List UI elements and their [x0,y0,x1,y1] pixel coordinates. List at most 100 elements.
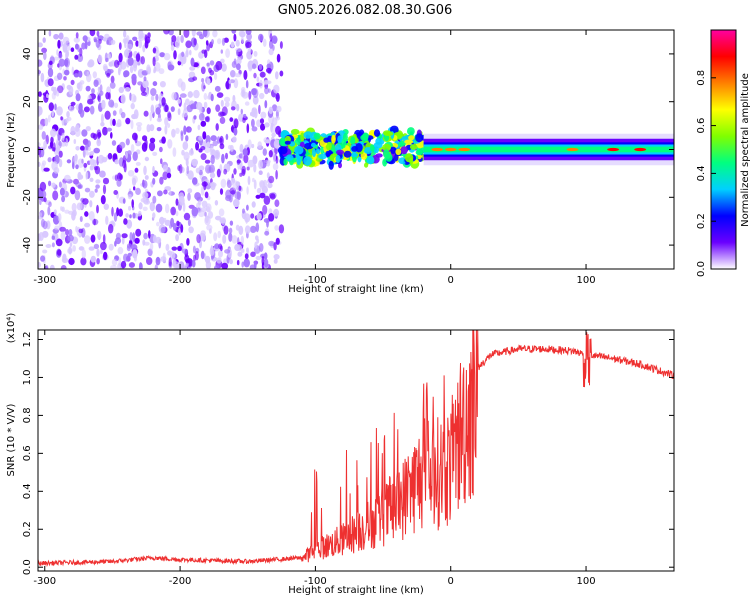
noise-blob [138,39,143,49]
noise-blob [203,101,208,109]
noise-blob [125,151,128,159]
noise-blob [112,110,117,116]
noise-blob [68,257,75,266]
noise-blob [234,73,242,78]
y-tick-label: 0.2 [22,521,33,537]
x-tick-label: 0 [448,576,454,587]
noise-blob [135,122,143,127]
noise-blob [233,33,237,42]
tone-peak [444,147,457,152]
noise-blob [128,205,132,211]
noise-blob [210,135,217,142]
noise-blob [251,118,255,128]
noise-blob [233,78,239,89]
noise-blob [159,146,163,153]
noise-blob [38,106,43,116]
signal-blob [383,149,390,159]
noise-blob [41,47,47,53]
noise-blob [110,132,113,139]
noise-blob [144,175,149,180]
noise-blob [258,243,264,252]
noise-blob [117,246,124,255]
snr-y-ticks: 0.0 0.2 0.4 0.6 0.8 1.0 1.2 [22,332,674,575]
noise-blob [88,246,95,251]
noise-blob [278,224,285,234]
noise-blob [152,81,158,87]
noise-blob [246,186,249,195]
noise-blob [52,190,59,201]
noise-blob [229,117,234,122]
noise-blob [268,106,273,115]
x-tick-label: 0 [448,275,454,286]
signal-blob [312,148,316,157]
noise-blob [74,127,81,137]
noise-blob [73,155,78,165]
noise-blob [85,126,91,132]
noise-blob [183,30,190,38]
noise-blob [132,36,138,41]
noise-blob [180,224,184,233]
spectrogram-x-ticks: -300 -200 -100 0 100 [33,30,596,286]
noise-blob [249,111,254,117]
noise-blob [224,101,230,108]
y-tick-label: 0 [22,146,33,152]
noise-blob [155,107,161,115]
noise-blob [172,222,177,231]
noise-blob [212,30,218,38]
noise-blob [136,125,142,132]
signal-blob [373,129,381,137]
noise-blob [53,56,60,61]
spectrogram-y-ticks: -40 -20 0 20 40 [22,48,674,253]
snr-x-label: Height of straight line (km) [288,585,424,596]
noise-blob [125,138,130,146]
noise-blob [214,149,221,160]
noise-blob [130,93,136,103]
noise-blob [271,104,278,112]
noise-blob [242,148,248,156]
noise-blob [247,47,252,55]
noise-blob [268,48,274,56]
noise-blob [228,79,232,84]
noise-blob [152,56,156,67]
noise-blob [163,30,170,35]
noise-blob [106,127,113,132]
noise-blob [186,238,190,246]
noise-blob [49,141,54,149]
noise-blob [251,143,255,149]
noise-blob [158,68,165,75]
figure-title: GN05.2026.082.08.30.G06 [278,3,453,18]
colorbar-ticks: 0.0 0.2 0.4 0.6 0.8 [696,70,716,277]
noise-blob [61,206,65,212]
colorbar-tick-label: 0.4 [696,165,707,181]
noise-blob [72,245,76,252]
noise-blob [149,124,155,132]
noise-blob [204,159,211,164]
x-tick-label: -300 [33,275,56,286]
noise-blob [85,149,89,156]
noise-blob [38,233,42,242]
noise-blob [276,53,281,63]
signal-blob [382,143,392,152]
noise-blob [252,88,259,99]
noise-blob [42,37,46,43]
noise-blob [39,198,42,205]
noise-blob [273,139,281,149]
noise-blob [206,107,211,115]
noise-blob [133,109,139,119]
noise-blob [155,203,163,213]
noise-blob [190,57,195,67]
noise-blob [236,57,242,65]
noise-blob [53,33,59,40]
noise-blob [89,200,93,208]
noise-blob [260,111,267,119]
noise-blob [54,225,60,231]
noise-blob [96,30,100,37]
noise-blob [269,193,276,200]
noise-blob [114,174,118,181]
noise-blob [40,72,45,83]
noise-blob [236,190,241,201]
noise-blob [66,111,70,118]
noise-blob [155,49,160,57]
noise-blob [192,76,198,81]
noise-blob [264,159,271,164]
